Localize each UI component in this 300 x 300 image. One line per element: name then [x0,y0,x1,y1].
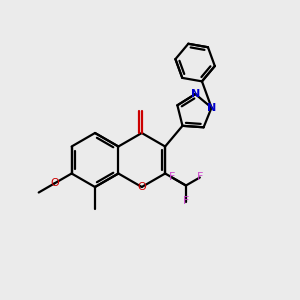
Text: F: F [169,172,175,182]
Text: N: N [191,89,200,99]
Text: N: N [207,103,216,113]
Text: O: O [50,178,59,188]
Text: O: O [137,182,146,192]
Text: F: F [196,172,203,182]
Text: F: F [183,196,189,206]
